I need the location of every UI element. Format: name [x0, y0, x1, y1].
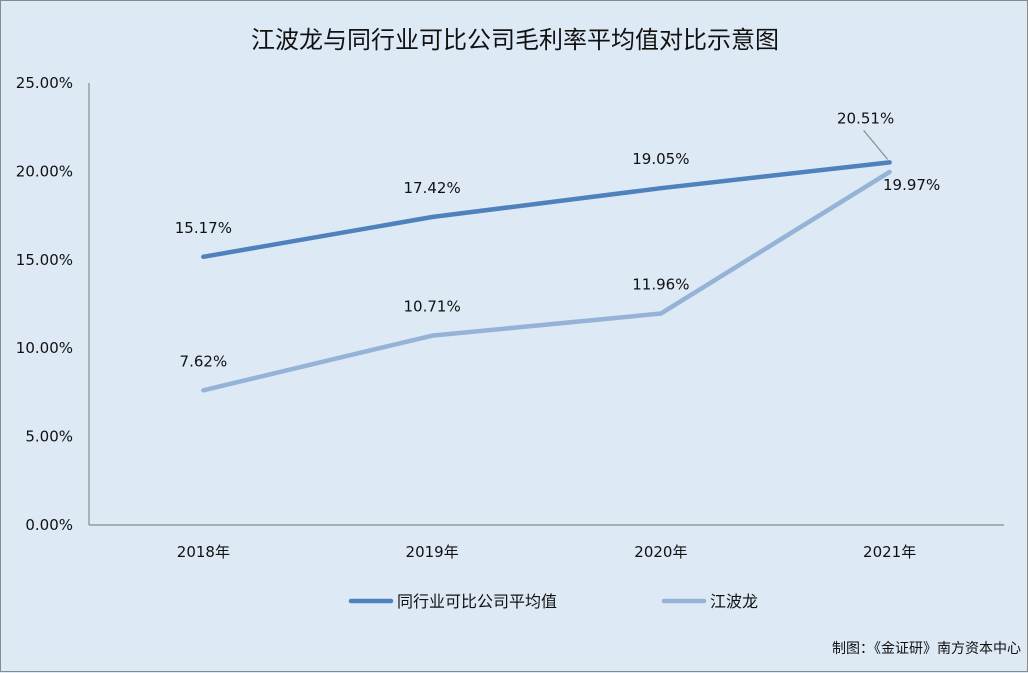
data-label: 15.17% [175, 219, 232, 237]
legend-label-1: 同行业可比公司平均值 [397, 592, 557, 611]
leader-line [863, 130, 889, 160]
legend-label-2: 江波龙 [710, 592, 758, 611]
x-tick-label: 2020年 [634, 543, 687, 561]
data-label: 19.05% [632, 150, 689, 168]
data-label: 20.51% [837, 109, 894, 127]
y-tick-label: 0.00% [25, 516, 73, 534]
data-label: 17.42% [404, 179, 461, 197]
series-layer [201, 160, 892, 393]
chart-title: 江波龙与同行业可比公司毛利率平均值对比示意图 [251, 26, 779, 54]
x-tick-label: 2021年 [863, 543, 916, 561]
legend: 同行业可比公司平均值 江波龙 [348, 592, 758, 611]
x-tick-label: 2018年 [177, 543, 230, 561]
series-line-2 [201, 169, 892, 393]
data-labels: 15.17% 17.42% 19.05% 20.51% 7.62% 10.71% 11.96… [175, 109, 940, 370]
y-tick-label: 10.00% [16, 339, 73, 357]
y-tick-label: 5.00% [25, 428, 73, 446]
x-tick-label: 2019年 [406, 543, 459, 561]
source-credit: 制图：《金证研》南方资本中心 [832, 641, 1021, 657]
axes: 0.00% 5.00% 10.00% 15.00% 20.00% 25.00% 2018年 2… [16, 74, 1004, 561]
y-tick-label: 15.00% [16, 251, 73, 269]
y-tick-label: 25.00% [16, 74, 73, 92]
data-label: 11.96% [632, 276, 689, 294]
y-tick-label: 20.00% [16, 162, 73, 180]
data-label: 19.97% [883, 176, 940, 194]
data-label: 7.62% [180, 352, 228, 370]
data-label: 10.71% [404, 298, 461, 316]
series-line-1 [201, 160, 892, 260]
